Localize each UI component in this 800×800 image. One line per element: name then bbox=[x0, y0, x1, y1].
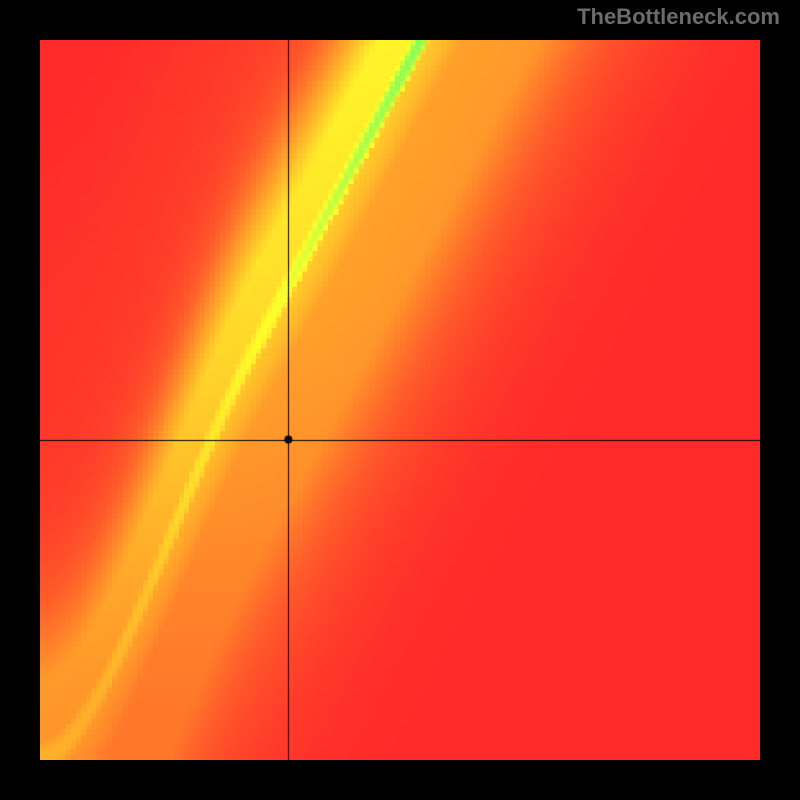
bottleneck-heatmap bbox=[40, 40, 760, 760]
chart-container: TheBottleneck.com bbox=[0, 0, 800, 800]
attribution-text: TheBottleneck.com bbox=[577, 4, 780, 30]
